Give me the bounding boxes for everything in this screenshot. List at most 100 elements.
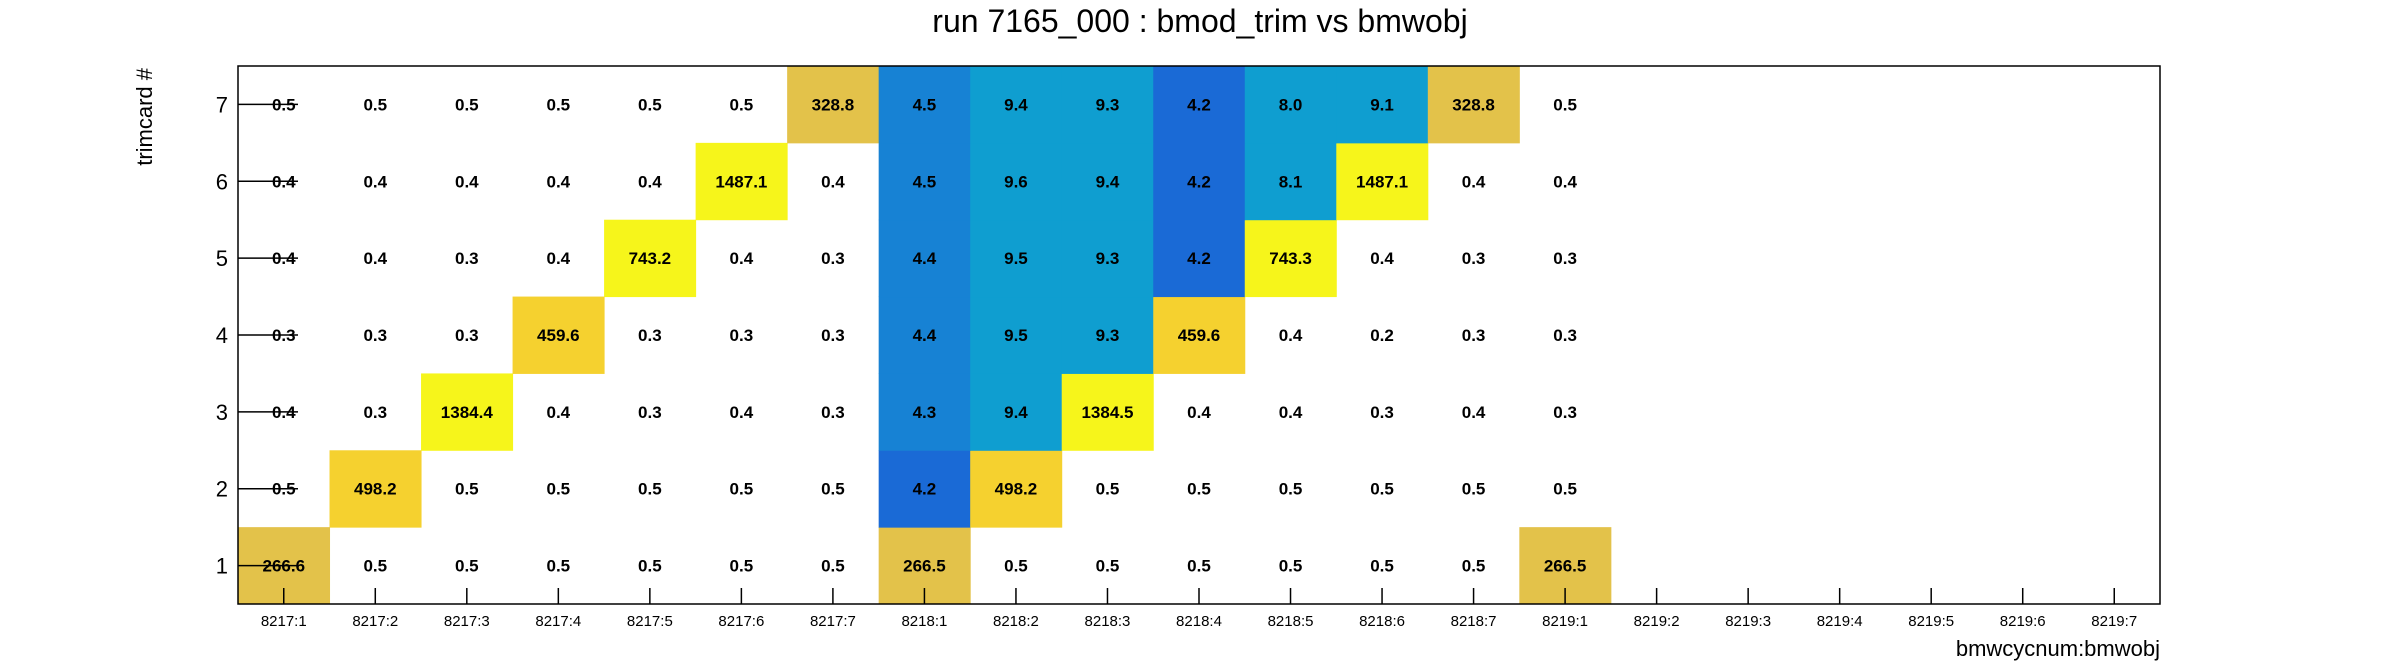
- cell-value-label: 0.5: [1096, 480, 1120, 499]
- heatmap-cell: [878, 373, 971, 451]
- x-tick-label: 8219:4: [1817, 613, 1863, 630]
- cell-value-label: 0.2: [1370, 326, 1394, 345]
- cell-value-label: 9.5: [1004, 326, 1028, 345]
- heatmap-cell: [1061, 142, 1154, 221]
- x-tick-label: 8218:1: [901, 613, 947, 630]
- heatmap-cell: [512, 296, 605, 374]
- cell-value-label: 743.3: [1269, 249, 1312, 268]
- cell-value-label: 8.0: [1279, 95, 1303, 114]
- cell-value-label: 0.4: [1462, 172, 1486, 191]
- cell-value-label: 0.5: [821, 557, 845, 576]
- heatmap-cell: [878, 142, 971, 221]
- y-axis-title: trimcard #: [132, 67, 157, 166]
- cell-value-label: 9.3: [1096, 95, 1120, 114]
- cell-value-label: 0.3: [1462, 249, 1486, 268]
- cell-value-label: 4.2: [1187, 172, 1211, 191]
- x-tick-label: 8219:3: [1725, 613, 1771, 630]
- x-tick-label: 8217:1: [261, 613, 307, 630]
- heatmap-cell: [695, 142, 788, 221]
- heatmap-cell: [878, 219, 971, 298]
- x-tick-label: 8219:5: [1908, 613, 1954, 630]
- cell-value-label: 0.5: [1553, 95, 1577, 114]
- cell-value-label: 0.5: [363, 557, 387, 576]
- cell-value-label: 498.2: [354, 480, 397, 499]
- cell-value-label: 4.3: [913, 403, 937, 422]
- x-tick-label: 8217:2: [352, 613, 398, 630]
- heatmap-cell: [1061, 219, 1154, 298]
- cell-value-label: 0.5: [1187, 480, 1211, 499]
- cell-value-label: 0.3: [363, 403, 387, 422]
- heatmap-cell: [1244, 142, 1337, 221]
- cell-value-label: 1487.1: [1356, 172, 1408, 191]
- cell-value-label: 0.5: [730, 480, 754, 499]
- x-tick-label: 8219:2: [1634, 613, 1680, 630]
- cell-value-label: 266.5: [903, 557, 946, 576]
- cell-value-label: 8.1: [1279, 172, 1303, 191]
- x-tick-label: 8219:6: [2000, 613, 2046, 630]
- x-axis-ticks: 8217:1 8217:2 8217:3 8217:4 8217:5 8217:6 8217…: [261, 588, 2137, 630]
- x-tick-label: 8218:3: [1085, 613, 1131, 630]
- cell-value-label: 0.5: [547, 557, 571, 576]
- y-tick-label: 3: [216, 400, 228, 425]
- cell-value-label: 0.5: [730, 95, 754, 114]
- cell-value-label: 9.1: [1370, 95, 1394, 114]
- y-tick-label: 5: [216, 246, 228, 271]
- y-tick-label: 6: [216, 169, 228, 194]
- cell-value-label: 0.3: [821, 403, 845, 422]
- x-tick-label: 8219:1: [1542, 613, 1588, 630]
- cell-value-label: 0.4: [1279, 326, 1303, 345]
- cell-value-label: 9.4: [1004, 95, 1028, 114]
- cell-value-label: 0.4: [1187, 403, 1211, 422]
- heatmap-cell: [970, 219, 1063, 298]
- cell-value-label: 743.2: [629, 249, 672, 268]
- cell-value-label: 0.4: [455, 172, 479, 191]
- cell-value-label: 0.5: [1370, 480, 1394, 499]
- x-tick-label: 8218:7: [1451, 613, 1497, 630]
- cell-value-label: 9.3: [1096, 326, 1120, 345]
- chart-title: run 7165_000 : bmod_trim vs bmwobj: [932, 3, 1467, 39]
- cell-value-label: 328.8: [812, 95, 855, 114]
- cell-value-label: 0.5: [1096, 557, 1120, 576]
- heatmap-cell: [878, 296, 971, 374]
- heatmap-cell: [329, 450, 422, 528]
- x-tick-label: 8217:5: [627, 613, 673, 630]
- cell-value-label: 1487.1: [715, 172, 767, 191]
- x-tick-label: 8217:6: [718, 613, 764, 630]
- heatmap-cell: [1336, 142, 1429, 221]
- cell-value-label: 0.4: [1370, 249, 1394, 268]
- cell-value-label: 0.5: [1279, 480, 1303, 499]
- cell-value-label: 328.8: [1452, 95, 1495, 114]
- y-tick-label: 4: [216, 323, 228, 348]
- cell-value-label: 0.4: [1462, 403, 1486, 422]
- cell-value-label: 266.5: [1544, 557, 1587, 576]
- heatmap-cell: [1153, 296, 1246, 374]
- heatmap-cell: [1061, 373, 1154, 451]
- cell-value-label: 4.2: [1187, 249, 1211, 268]
- cell-value-label: 1384.5: [1081, 403, 1133, 422]
- cell-value-label: 4.2: [1187, 95, 1211, 114]
- x-tick-label: 8218:5: [1268, 613, 1314, 630]
- cell-value-label: 0.5: [455, 480, 479, 499]
- heatmap-cell: [1153, 66, 1246, 144]
- heatmap-cell: [1153, 219, 1246, 298]
- cell-value-label: 0.4: [547, 172, 571, 191]
- cell-value-label: 0.5: [638, 480, 662, 499]
- cell-value-label: 0.5: [1462, 480, 1486, 499]
- heatmap-cell: [604, 219, 697, 298]
- cell-value-label: 0.3: [1553, 326, 1577, 345]
- cell-value-label: 0.5: [730, 557, 754, 576]
- cell-value-label: 0.4: [730, 403, 754, 422]
- cell-value-label: 459.6: [1178, 326, 1221, 345]
- cell-value-label: 0.4: [638, 172, 662, 191]
- cell-value-label: 0.3: [730, 326, 754, 345]
- cell-value-label: 4.5: [913, 172, 937, 191]
- x-axis-title: bmwcycnum:bmwobj: [1956, 636, 2160, 661]
- cell-value-label: 0.5: [638, 95, 662, 114]
- cell-value-label: 0.3: [821, 249, 845, 268]
- heatmap-cell: [878, 450, 971, 528]
- cell-value-label: 498.2: [995, 480, 1038, 499]
- cell-value-label: 0.4: [363, 249, 387, 268]
- cell-value-label: 9.4: [1096, 172, 1120, 191]
- cell-value-label: 9.4: [1004, 403, 1028, 422]
